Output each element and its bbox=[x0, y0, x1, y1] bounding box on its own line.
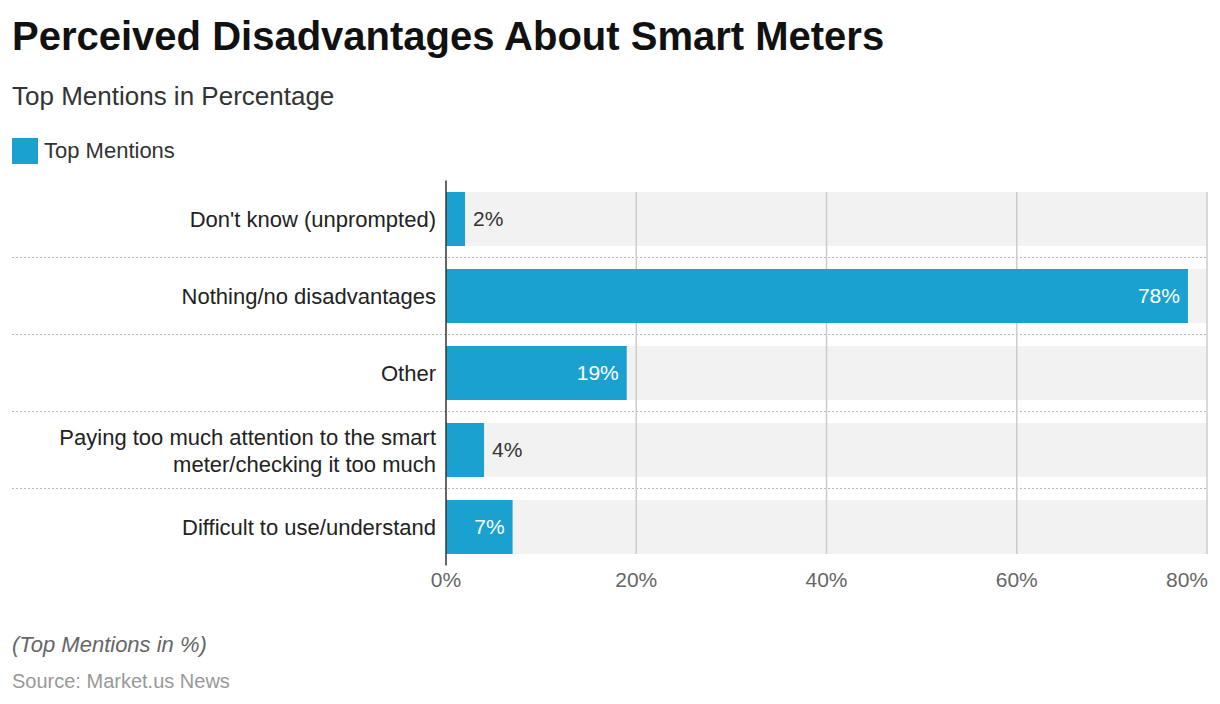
category-label: Paying too much attention to the smartme… bbox=[59, 425, 436, 477]
category-line: meter/checking it too much bbox=[173, 452, 436, 477]
band-background bbox=[446, 269, 1207, 323]
category-line: Difficult to use/understand bbox=[182, 515, 436, 540]
bar bbox=[446, 423, 484, 477]
category-line: Other bbox=[381, 361, 436, 386]
grid-line bbox=[636, 192, 638, 554]
data-label: 78% bbox=[1138, 284, 1180, 307]
grid-line bbox=[826, 192, 828, 554]
subtitle: Top Mentions in Percentage bbox=[12, 81, 334, 111]
chart: Perceived Disadvantages About Smart Mete… bbox=[0, 0, 1220, 704]
data-label: 19% bbox=[577, 361, 619, 384]
tick-label: 60% bbox=[996, 568, 1038, 591]
source: Source: Market.us News bbox=[12, 670, 230, 692]
row-separator bbox=[12, 411, 1207, 412]
caption: (Top Mentions in %) bbox=[12, 632, 207, 657]
category-line: Paying too much attention to the smart bbox=[59, 425, 436, 450]
grid-line bbox=[1016, 192, 1018, 554]
row-separator bbox=[12, 334, 1207, 335]
bar bbox=[446, 192, 465, 246]
grid-line bbox=[1206, 192, 1208, 554]
bar bbox=[446, 500, 513, 554]
row-separator bbox=[12, 488, 1207, 489]
legend-label: Top Mentions bbox=[44, 138, 175, 163]
tick-label: 20% bbox=[615, 568, 657, 591]
data-label: 7% bbox=[474, 515, 504, 538]
axis-line bbox=[445, 181, 447, 566]
tick-label: 80% bbox=[1166, 568, 1208, 591]
bar bbox=[446, 346, 627, 400]
bar bbox=[446, 269, 1188, 323]
tick-label: 40% bbox=[805, 568, 847, 591]
data-label: 2% bbox=[473, 207, 503, 230]
tick-label: 0% bbox=[431, 568, 461, 591]
row-separator bbox=[12, 257, 1207, 258]
title: Perceived Disadvantages About Smart Mete… bbox=[12, 14, 884, 58]
category-label: Don't know (unprompted) bbox=[190, 207, 436, 232]
labels: 2% 78% 19% 4% 7% Don't know (unprompted) Nothi… bbox=[59, 207, 1180, 540]
bars bbox=[446, 192, 1188, 554]
category-label: Other bbox=[381, 361, 436, 386]
category-label: Nothing/no disadvantages bbox=[182, 284, 436, 309]
legend-swatch bbox=[12, 138, 38, 164]
category-line: Don't know (unprompted) bbox=[190, 207, 436, 232]
data-label: 4% bbox=[492, 438, 522, 461]
category-label: Difficult to use/understand bbox=[182, 515, 436, 540]
category-line: Nothing/no disadvantages bbox=[182, 284, 436, 309]
